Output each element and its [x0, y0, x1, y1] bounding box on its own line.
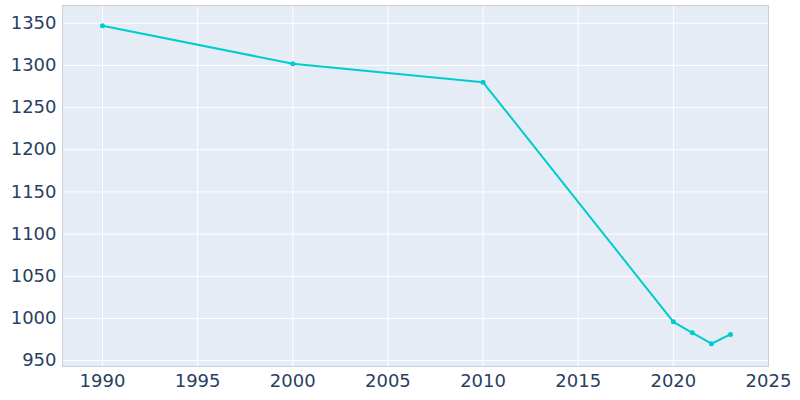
- svg-text:2015: 2015: [555, 370, 601, 391]
- svg-text:1350: 1350: [11, 12, 57, 33]
- svg-text:1250: 1250: [11, 96, 57, 117]
- svg-text:950: 950: [22, 349, 56, 370]
- svg-text:2000: 2000: [270, 370, 316, 391]
- svg-text:1200: 1200: [11, 138, 57, 159]
- svg-text:2010: 2010: [460, 370, 506, 391]
- svg-text:1990: 1990: [80, 370, 126, 391]
- svg-text:1000: 1000: [11, 307, 57, 328]
- svg-text:1995: 1995: [175, 370, 221, 391]
- svg-text:2025: 2025: [746, 370, 792, 391]
- svg-text:1100: 1100: [11, 223, 57, 244]
- svg-text:2005: 2005: [365, 370, 411, 391]
- svg-text:1300: 1300: [11, 54, 57, 75]
- svg-text:1050: 1050: [11, 265, 57, 286]
- svg-text:1150: 1150: [11, 181, 57, 202]
- svg-text:2020: 2020: [650, 370, 696, 391]
